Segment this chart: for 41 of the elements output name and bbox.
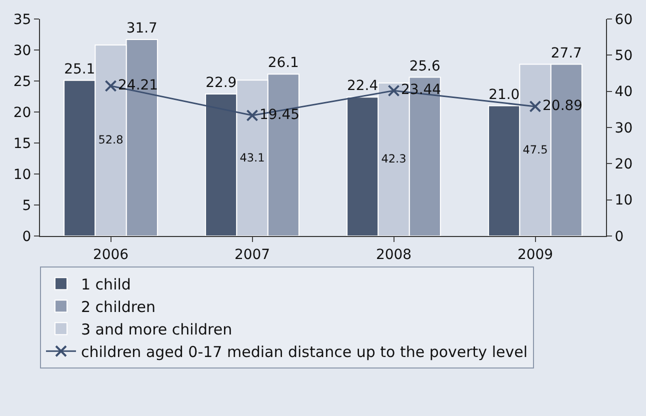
y-tick-label: 20 bbox=[13, 104, 32, 121]
legend-label: 1 child bbox=[81, 275, 131, 294]
point bbox=[529, 100, 542, 112]
y2-tick-label: 60 bbox=[614, 12, 633, 28]
data-label: 26.1 bbox=[268, 55, 299, 72]
x-tick-label: 2009 bbox=[517, 246, 554, 263]
y2-tick-label: 20 bbox=[614, 156, 633, 173]
y-tick-label: 0 bbox=[22, 228, 32, 245]
y2-tick-label: 40 bbox=[614, 84, 633, 100]
point bbox=[388, 84, 400, 97]
x-tick-label: 2006 bbox=[92, 246, 129, 263]
data-label: 31.7 bbox=[126, 20, 158, 36]
y2-tick-label: 0 bbox=[614, 228, 624, 245]
y2-tick-label: 50 bbox=[614, 48, 633, 64]
data-label: 19.45 bbox=[260, 106, 300, 123]
y-tick-label: 35 bbox=[13, 12, 32, 28]
data-label: 43.1 bbox=[240, 151, 265, 164]
point bbox=[104, 80, 117, 92]
data-label: 24.21 bbox=[118, 77, 158, 94]
data-label: 25.6 bbox=[409, 58, 440, 74]
data-label: 27.7 bbox=[550, 45, 582, 62]
point bbox=[246, 109, 258, 122]
legend-label: 2 children bbox=[81, 298, 156, 316]
y-tick-label: 5 bbox=[22, 198, 32, 214]
data-label: 22.4 bbox=[347, 78, 378, 94]
data-label: 22.9 bbox=[206, 75, 237, 92]
x-tick-label: 2008 bbox=[376, 246, 412, 263]
data-label: 52.8 bbox=[98, 134, 124, 147]
y-tick-label: 15 bbox=[13, 136, 32, 152]
data-label: 25.1 bbox=[64, 61, 96, 78]
y-tick-label: 30 bbox=[13, 42, 32, 59]
legend-label: children aged 0-17 median distance up to the poverty level bbox=[81, 342, 528, 361]
y-tick-label: 10 bbox=[13, 166, 32, 183]
y2-tick-label: 10 bbox=[614, 192, 633, 209]
data-label: 21.0 bbox=[488, 86, 520, 103]
data-label: 42.3 bbox=[381, 152, 406, 166]
data-label: 47.5 bbox=[522, 143, 548, 156]
legend-label: 3 and more children bbox=[81, 320, 232, 338]
y2-tick-label: 30 bbox=[614, 120, 633, 136]
y-tick-label: 25 bbox=[13, 74, 32, 90]
x-tick-label: 2007 bbox=[234, 246, 270, 263]
